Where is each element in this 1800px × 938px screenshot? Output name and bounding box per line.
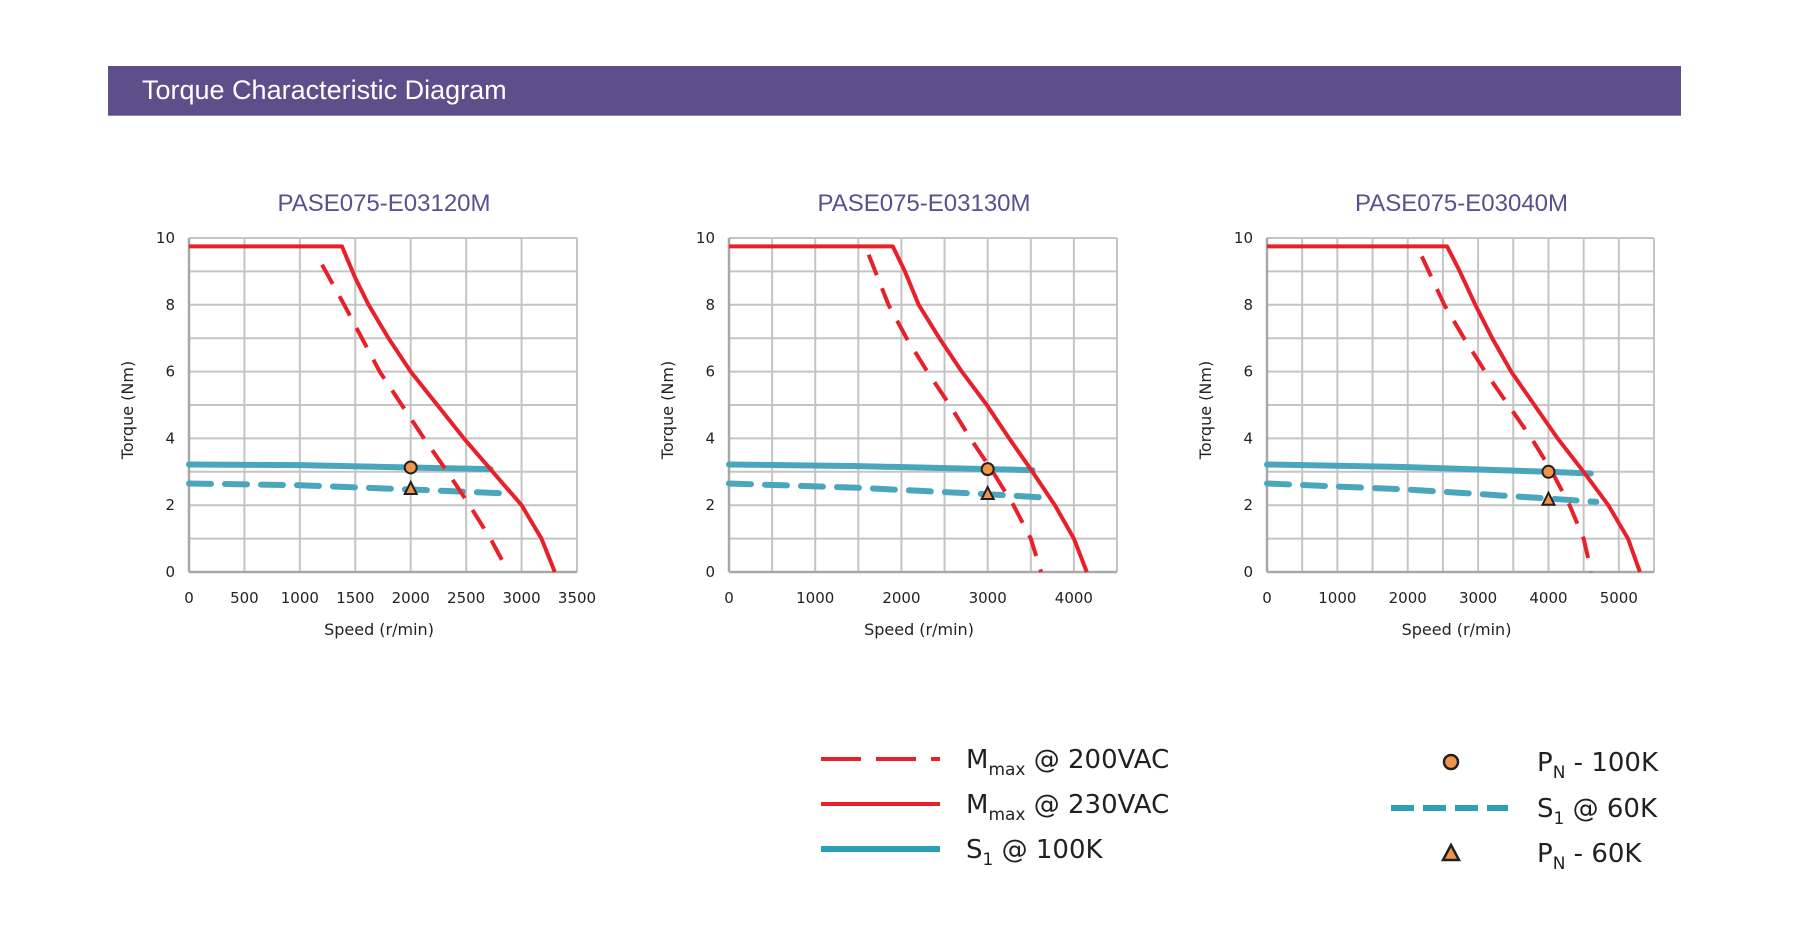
y-axis-label: Torque (Nm) bbox=[658, 361, 677, 460]
y-tick-label: 6 bbox=[165, 363, 175, 381]
series-s1-100k bbox=[186, 461, 494, 473]
x-tick-label: 1000 bbox=[1318, 589, 1356, 607]
legend-label: PN - 100K bbox=[1537, 748, 1659, 783]
marker-pn-60k bbox=[1540, 490, 1557, 506]
chart-2: PASE075-E03130M 0 2 4 6 8 10 0 1000 2000 3000 4000 S… bbox=[658, 190, 1118, 639]
legend-label: Mmax @ 200VAC bbox=[966, 745, 1169, 780]
chart-title: PASE075-E03120M bbox=[277, 190, 490, 217]
y-tick-label: 4 bbox=[705, 429, 715, 447]
legend-item-pn-60k: PN - 60K bbox=[1440, 839, 1642, 874]
x-tick-label: 500 bbox=[230, 589, 259, 607]
y-tick-label: 6 bbox=[1243, 363, 1253, 381]
x-tick-label: 3000 bbox=[502, 589, 540, 607]
marker-pn-60k bbox=[403, 479, 419, 495]
x-tick-label: 1500 bbox=[336, 589, 374, 607]
legend-triangle-icon bbox=[1440, 842, 1462, 862]
y-tick-label: 10 bbox=[1234, 229, 1253, 247]
legend-label: PN - 60K bbox=[1537, 839, 1642, 874]
x-tick-label: 0 bbox=[184, 589, 194, 607]
x-tick-label: 1000 bbox=[796, 589, 834, 607]
x-axis-label: Speed (r/min) bbox=[1402, 620, 1512, 639]
series-s1-100k bbox=[726, 461, 1036, 474]
x-tick-label: 4000 bbox=[1529, 589, 1567, 607]
x-tick-label: 0 bbox=[724, 589, 734, 607]
y-tick-label: 0 bbox=[705, 563, 715, 581]
y-tick-label: 6 bbox=[705, 363, 715, 381]
legend-item-s1-60k: S1 @ 60K bbox=[1391, 794, 1658, 829]
x-axis-label: Speed (r/min) bbox=[324, 620, 434, 639]
chart-3: PASE075-E03040M 0 2 4 6 8 10 0 1000 2000 3000 4000 5… bbox=[1196, 190, 1655, 639]
x-tick-label: 2000 bbox=[882, 589, 920, 607]
y-axis-label: Torque (Nm) bbox=[118, 361, 137, 460]
y-tick-label: 0 bbox=[1243, 563, 1253, 581]
series-mmax-200vac bbox=[320, 263, 511, 573]
y-tick-label: 2 bbox=[165, 496, 175, 514]
x-tick-label: 3000 bbox=[1459, 589, 1497, 607]
legend-item-pn-100k: PN - 100K bbox=[1442, 748, 1659, 783]
legend-item-s1-100k: S1 @ 100K bbox=[821, 835, 1103, 870]
legend-item-mmax-230vac: Mmax @ 230VAC bbox=[821, 790, 1169, 825]
y-tick-label: 8 bbox=[165, 296, 175, 314]
series-mmax-230vac bbox=[189, 244, 557, 573]
x-tick-label: 5000 bbox=[1600, 589, 1638, 607]
y-tick-label: 2 bbox=[705, 496, 715, 514]
marker-pn-100k bbox=[403, 460, 418, 475]
grid bbox=[1266, 237, 1655, 573]
x-tick-label: 2500 bbox=[447, 589, 485, 607]
series-s1-60k bbox=[726, 480, 1054, 501]
x-tick-label: 2000 bbox=[1389, 589, 1427, 607]
page-title: Torque Characteristic Diagram bbox=[142, 75, 507, 105]
x-tick-label: 4000 bbox=[1055, 589, 1093, 607]
y-tick-label: 0 bbox=[165, 563, 175, 581]
legend-label: S1 @ 60K bbox=[1537, 794, 1658, 829]
series-s1-100k bbox=[1264, 461, 1594, 477]
legend: Mmax @ 200VAC Mmax @ 230VAC S1 @ 100K PN - … bbox=[821, 745, 1659, 874]
y-tick-label: 8 bbox=[1243, 296, 1253, 314]
chart-1: PASE075-E03120M 0 2 4 6 8 10 0 500 1000 1500 2000 25… bbox=[118, 190, 596, 639]
legend-label: Mmax @ 230VAC bbox=[966, 790, 1169, 825]
y-tick-label: 10 bbox=[696, 229, 715, 247]
series-mmax-230vac bbox=[1267, 244, 1642, 573]
legend-label: S1 @ 100K bbox=[966, 835, 1103, 870]
series-mmax-200vac bbox=[866, 253, 1044, 573]
y-tick-label: 4 bbox=[165, 429, 175, 447]
chart-title: PASE075-E03040M bbox=[1355, 190, 1568, 217]
legend-item-mmax-200vac: Mmax @ 200VAC bbox=[821, 745, 1169, 780]
header-bar: Torque Characteristic Diagram bbox=[108, 66, 1681, 116]
x-tick-label: 3500 bbox=[558, 589, 596, 607]
legend-circle-icon bbox=[1442, 753, 1460, 771]
grid bbox=[728, 237, 1118, 573]
x-tick-label: 0 bbox=[1262, 589, 1272, 607]
y-tick-label: 4 bbox=[1243, 429, 1253, 447]
x-tick-label: 3000 bbox=[969, 589, 1007, 607]
x-axis-label: Speed (r/min) bbox=[864, 620, 974, 639]
series-mmax-230vac bbox=[729, 244, 1089, 573]
y-axis-label: Torque (Nm) bbox=[1196, 361, 1215, 460]
series-mmax-200vac bbox=[1419, 255, 1594, 573]
x-tick-label: 2000 bbox=[392, 589, 430, 607]
y-tick-label: 2 bbox=[1243, 496, 1253, 514]
marker-pn-100k bbox=[1541, 464, 1556, 479]
series-s1-60k bbox=[1264, 480, 1600, 505]
marker-pn-60k bbox=[980, 484, 996, 501]
y-tick-label: 10 bbox=[156, 229, 175, 247]
chart-title: PASE075-E03130M bbox=[817, 190, 1030, 217]
y-tick-label: 8 bbox=[705, 296, 715, 314]
x-tick-label: 1000 bbox=[281, 589, 319, 607]
grid bbox=[188, 237, 578, 573]
marker-pn-100k bbox=[980, 462, 995, 477]
